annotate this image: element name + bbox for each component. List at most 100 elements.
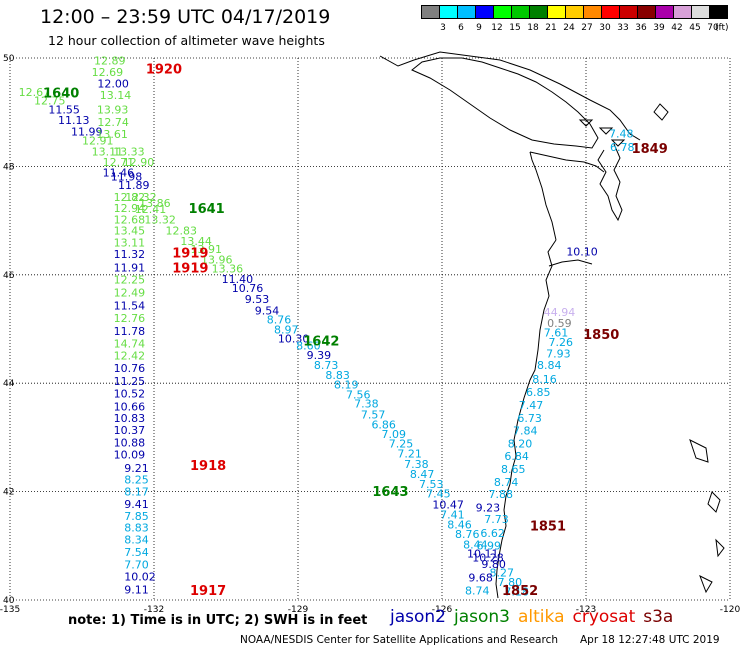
wave-height-value: 10.66: [114, 400, 145, 413]
wave-height-value: 8.19: [334, 379, 359, 392]
wave-height-value: 13.36: [212, 263, 244, 276]
satellite-name: cryosat: [572, 607, 636, 627]
wave-height-value: 12.82: [114, 191, 145, 204]
wave-height-value: 8.25: [124, 473, 148, 486]
satellite-name: jason3: [454, 607, 510, 627]
coastline-vancouver-island: [411, 57, 599, 149]
wave-height-value: 7.48: [609, 128, 634, 141]
wave-height-value: 10.28: [472, 552, 504, 565]
wave-height-value: 9.80: [481, 558, 506, 571]
longitude-label: -126: [432, 605, 453, 615]
wave-height-value: 13.91: [190, 243, 222, 256]
coastline: [379, 51, 725, 599]
wave-height-value: 12.94: [114, 202, 145, 215]
wave-height-value: 8.27: [490, 567, 515, 580]
wave-height-value: 8.84: [537, 359, 562, 372]
wave-height-value: 13.14: [100, 89, 132, 102]
wave-height-value: 11.89: [118, 179, 150, 192]
wave-height-value: 9.11: [124, 583, 148, 596]
wave-height-value: 8.47: [410, 468, 435, 481]
wave-height-value: 7.61: [544, 327, 569, 340]
wave-height-value: 10.52: [114, 387, 145, 400]
pass-time-label: 1640: [43, 87, 79, 102]
wave-height-value: 13.33: [113, 146, 145, 159]
longitude-label: -135: [0, 605, 20, 615]
axis-labels: -135 -132 -129 -126 -123 -120 50 48 46 44 42 40: [0, 54, 740, 615]
wave-height-value: 7.45: [426, 488, 451, 501]
page-subtitle: 12 hour collection of altimeter wave hei…: [48, 33, 325, 48]
pass-time-label: 1849: [632, 142, 668, 157]
wave-height-value: 7.80: [498, 576, 523, 589]
legend-label: 30: [599, 23, 611, 33]
coastline-strait-south: [529, 151, 605, 173]
pass-time-label: 1919: [172, 262, 208, 277]
satellite-name: s3a: [643, 607, 674, 627]
credit-text: NOAA/NESDIS Center for Satellite Applica…: [240, 634, 558, 646]
coastline-mainland: [495, 239, 557, 599]
latitude-label: 44: [3, 379, 15, 389]
pass-time-label: 1641: [189, 202, 225, 217]
wave-height-value: 11.13: [58, 114, 90, 127]
wave-height-value: 6.85: [526, 386, 551, 399]
wave-height-value: 12.74: [97, 116, 129, 129]
wave-height-value: 12.41: [135, 203, 167, 216]
legend-label: 15: [509, 23, 521, 33]
pass-time-label: 1917: [190, 584, 226, 599]
pass-time-label: 1850: [583, 328, 619, 343]
legend-label: 33: [617, 23, 629, 33]
wave-height-value: 11.40: [222, 273, 254, 286]
wave-height-value: 11.78: [114, 325, 145, 338]
pass-time-label: 1852: [502, 584, 538, 599]
legend-swatch: [709, 5, 728, 19]
wave-height-value: 11.32: [114, 248, 145, 261]
legend-label: 21: [545, 23, 557, 33]
lake-outline: [689, 439, 709, 463]
wave-height-value: 11.99: [71, 126, 103, 139]
wave-height-value: 9.68: [468, 572, 493, 585]
wave-height-value: 13.45: [114, 225, 145, 238]
wave-height-value: 10.76: [114, 362, 145, 375]
wave-height-value: 12.42: [114, 349, 145, 362]
latitude-label: 48: [3, 162, 15, 172]
wave-height-value: 6.99: [477, 540, 502, 553]
wave-height-value: 9.39: [307, 349, 332, 362]
coastline-bc-mainland: [379, 51, 641, 141]
wave-height-value: 12.32: [125, 191, 157, 204]
pass-time-label: 1919: [172, 246, 208, 261]
legend-label: 70: [707, 23, 719, 33]
wave-height-value: 7.38: [404, 458, 429, 471]
coastline-islands: [578, 119, 626, 147]
wave-height-value: 8.74: [494, 476, 518, 489]
wave-height-value: 10.10: [566, 245, 598, 258]
wave-height-value: 12.83: [166, 225, 198, 238]
wave-height-value: 0.59: [547, 317, 572, 330]
wave-height-value: 7.57: [361, 408, 386, 421]
wave-height-value: 10.47: [432, 498, 464, 511]
wave-height-value: 7.47: [519, 399, 544, 412]
wave-height-value: 8.46: [447, 518, 472, 531]
wave-height-value: 8.60: [296, 340, 321, 353]
wave-height-value: 6.78: [610, 141, 635, 154]
legend-label: 27: [581, 23, 593, 33]
legend-label: 39: [653, 23, 665, 33]
wave-height-value: 12.25: [114, 273, 145, 286]
legend-label: 18: [527, 23, 539, 33]
coastline-puget-sound: [597, 143, 623, 222]
wave-height-value: 10.37: [114, 424, 145, 437]
lake-outline: [715, 538, 725, 558]
longitude-label: -132: [144, 605, 164, 615]
wave-height-value: 8.76: [455, 528, 480, 541]
wave-height-value: 8.83: [124, 522, 148, 535]
wave-height-value: 12.91: [82, 135, 114, 148]
wave-height-value: 7.84: [513, 425, 538, 438]
wave-height-value: 9.21: [124, 462, 148, 475]
wave-height-value: 8.65: [501, 463, 526, 476]
latitude-label: 40: [3, 596, 15, 606]
latitude-label: 46: [3, 271, 15, 281]
wave-height-value: 7.38: [354, 398, 379, 411]
wave-height-value: 9.23: [476, 502, 501, 515]
wave-height-value: 14.74: [114, 337, 145, 350]
wave-height-value: 6.62: [480, 527, 505, 540]
